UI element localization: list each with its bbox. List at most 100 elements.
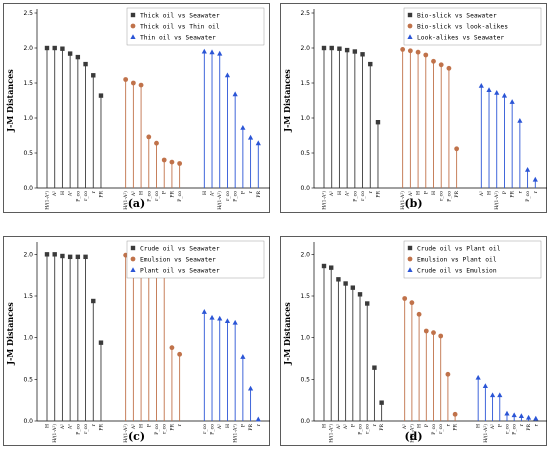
legend-entry: Thick oil vs Seawater — [140, 12, 220, 19]
y-tick-label: 1.5 — [300, 80, 310, 87]
x-tick-label: r_co — [155, 191, 160, 201]
legend-entry: Bio-slick vs look-alikes — [417, 23, 508, 30]
legend-marker — [130, 267, 136, 272]
x-tick-label: P_co — [352, 191, 358, 202]
y-tick-label: 2.0 — [23, 251, 33, 258]
legend-marker — [407, 245, 413, 251]
x-tick-label: P — [423, 191, 429, 194]
x-tick-label: P_co — [177, 191, 183, 202]
x-tick-label: H — [487, 191, 493, 195]
data-point — [44, 45, 50, 51]
legend-marker — [407, 267, 413, 272]
data-point — [75, 254, 81, 260]
data-point — [154, 140, 159, 146]
x-tick-label: PR — [375, 190, 381, 197]
data-point — [240, 354, 246, 359]
x-tick-label: A² — [329, 191, 335, 197]
x-tick-label: P_co — [525, 191, 531, 202]
data-point — [146, 134, 152, 140]
x-tick-label: A² — [408, 191, 414, 197]
y-tick-label: 0.5 — [300, 150, 310, 157]
data-point — [497, 392, 503, 398]
y-tick-label: 2.5 — [300, 10, 310, 17]
x-tick-label: PR — [98, 423, 104, 430]
panel-caption: (b) — [404, 197, 422, 210]
data-point — [161, 157, 167, 163]
legend-marker — [407, 34, 413, 39]
y-tick-label: 0.0 — [23, 418, 33, 425]
legend-entry: Thick oil vs Thin oil — [140, 23, 220, 30]
data-point — [60, 46, 65, 51]
legend-marker — [407, 12, 413, 18]
data-point — [409, 300, 415, 306]
x-tick-label: r_co — [226, 191, 231, 201]
y-tick-label: 1.5 — [300, 293, 310, 300]
x-tick-label: r — [520, 423, 525, 426]
data-point — [177, 161, 183, 166]
data-point — [533, 415, 539, 421]
data-point — [350, 285, 356, 290]
x-tick-label: r_co — [163, 424, 168, 434]
x-tick-label: r — [178, 423, 183, 426]
y-tick-label: 0.5 — [23, 376, 33, 383]
x-tick-label: H/(1-A²) — [216, 191, 223, 210]
x-tick-label: P_co — [146, 191, 152, 202]
x-tick-label: H — [337, 191, 343, 195]
x-tick-label: P — [350, 424, 356, 427]
data-point — [44, 252, 50, 257]
x-tick-label: PR — [248, 423, 254, 430]
legend-marker — [130, 12, 136, 18]
data-point — [91, 298, 96, 304]
data-point — [209, 314, 215, 320]
data-point — [504, 410, 510, 416]
data-point — [438, 62, 444, 68]
x-tick-label: P — [497, 424, 503, 427]
x-tick-label: H/(1-A²) — [399, 191, 406, 210]
x-tick-label: r_co — [505, 424, 510, 434]
data-point — [247, 134, 254, 140]
data-point — [130, 80, 136, 86]
x-tick-label: r_co — [439, 424, 444, 434]
x-tick-label: P_co — [210, 424, 216, 435]
x-tick-label: H — [225, 424, 231, 428]
x-tick-label: PR — [526, 423, 532, 430]
x-tick-label: H/(1-A²) — [482, 424, 489, 443]
y-axis-label: J-M Distances — [5, 69, 15, 133]
x-tick-label: H/(1-A²) — [44, 191, 51, 210]
data-point — [372, 365, 377, 370]
x-tick-label: r — [446, 423, 451, 426]
x-tick-label: P — [502, 191, 508, 194]
x-tick-label: H — [45, 424, 51, 428]
data-point — [232, 91, 238, 97]
x-tick-label: r_co — [84, 424, 89, 434]
data-point — [321, 45, 327, 51]
data-point — [255, 140, 261, 146]
x-tick-label: P — [424, 424, 430, 427]
data-point — [400, 47, 406, 52]
legend-box — [126, 240, 265, 279]
x-tick-label: A² — [210, 191, 216, 197]
x-tick-label: P_co — [233, 191, 239, 202]
y-tick-label: 2.0 — [23, 45, 33, 52]
data-point — [91, 73, 96, 78]
legend: Bio-slick vs Seawater Bio-slick vs look-a… — [403, 7, 542, 46]
x-tick-label: H — [60, 191, 66, 195]
data-point — [423, 52, 429, 58]
y-tick-label: 1.0 — [23, 115, 33, 122]
y-axis-label: J-M Distances — [282, 302, 292, 366]
data-point — [486, 87, 492, 92]
x-tick-label: PR — [379, 423, 385, 430]
x-tick-label: A² — [131, 191, 137, 197]
legend-entry: Look-alikes vs Seawater — [417, 34, 504, 41]
x-tick-label: A² — [68, 191, 74, 197]
x-tick-label: P_co — [154, 424, 160, 435]
x-tick-label: A² — [52, 191, 58, 197]
data-point — [416, 311, 422, 317]
y-axis-label: J-M Distances — [282, 69, 292, 133]
x-tick-label: r — [373, 423, 378, 426]
data-point — [365, 301, 370, 306]
legend-box — [403, 7, 542, 46]
y-axis-label: J-M Distances — [5, 302, 15, 366]
x-tick-label: H/(1-A²) — [122, 191, 129, 210]
data-point — [511, 412, 517, 418]
